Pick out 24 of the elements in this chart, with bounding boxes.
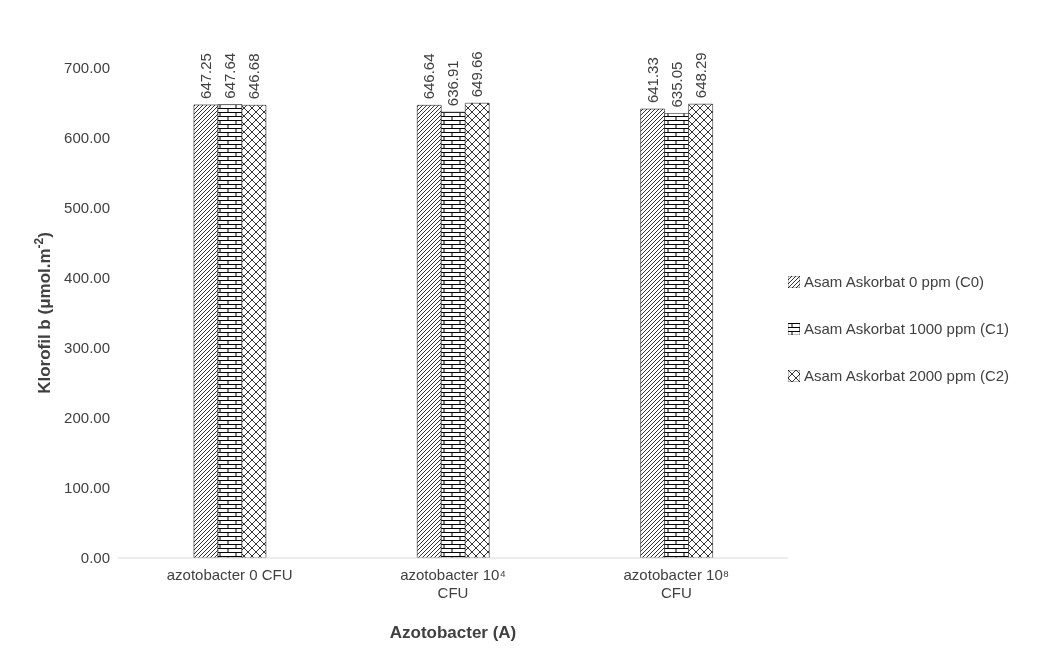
data-label: 646.64 <box>420 53 438 100</box>
data-label: 646.68 <box>244 53 262 100</box>
y-tick-label: 100.00 <box>64 479 110 497</box>
data-label: 635.05 <box>667 61 685 108</box>
y-tick-label: 700.00 <box>64 59 110 77</box>
data-label: 648.29 <box>691 52 709 99</box>
y-tick-label: 300.00 <box>64 339 110 357</box>
y-tick-label: 0.00 <box>80 549 110 567</box>
data-label: 649.66 <box>468 51 486 98</box>
x-tick-label: azotobacter 0 CFU <box>166 566 293 583</box>
legend-label: Asam Askorbat 0 ppm (C0) <box>804 272 985 290</box>
y-tick-label: 600.00 <box>64 129 110 147</box>
legend-label: Asam Askorbat 1000 ppm (C1) <box>804 319 1010 337</box>
x-axis-title: Azotobacter (A) <box>389 623 517 642</box>
y-tick-label: 400.00 <box>64 269 110 287</box>
legend-label: Asam Askorbat 2000 ppm (C2) <box>804 366 1010 384</box>
data-label: 647.25 <box>196 53 214 99</box>
y-tick-label: 500.00 <box>64 199 110 217</box>
data-label: 647.64 <box>220 52 238 99</box>
x-tick-label: azotobacter 10⁴ CFU <box>400 566 506 601</box>
data-label: 641.33 <box>643 57 661 104</box>
y-tick-label: 200.00 <box>64 409 110 427</box>
data-label: 636.91 <box>444 60 462 107</box>
x-tick-label: azotobacter 10⁸ CFU <box>623 566 730 601</box>
